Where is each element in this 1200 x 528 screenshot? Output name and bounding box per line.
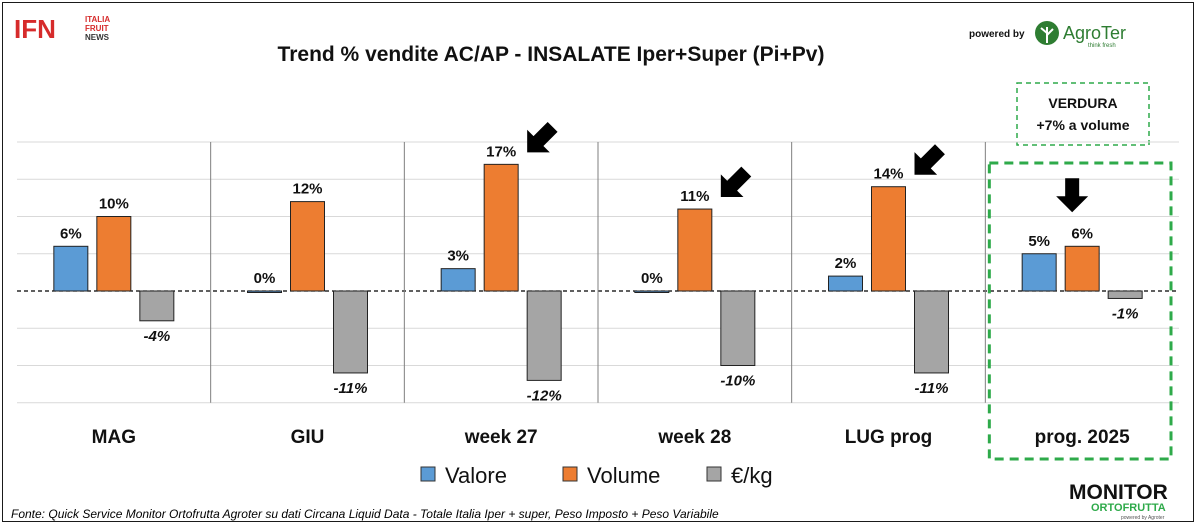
ifn-logo-mark: IFN (14, 14, 56, 44)
source-footnote: Fonte: Quick Service Monitor Ortofrutta … (11, 507, 719, 521)
bar-volume (677, 208, 713, 292)
bar-volume (1064, 245, 1100, 292)
bar-volume (483, 163, 519, 292)
category-label: prog. 2025 (1035, 427, 1130, 448)
legend-label: Volume (587, 463, 660, 488)
callout-box: VERDURA +7% a volume (1016, 82, 1150, 146)
category-label: MAG (92, 427, 136, 448)
legend-label: Valore (445, 463, 507, 488)
monitor-logo-line1: MONITOR (1069, 481, 1168, 504)
ifn-logo: IFN ITALIA FRUIT NEWS (13, 14, 110, 44)
data-label: 17% (486, 143, 516, 160)
bar--kg (139, 290, 175, 322)
bar--kg (526, 290, 562, 381)
bar-valore (440, 268, 476, 292)
data-label: -1% (1112, 305, 1139, 322)
arrow-icon (720, 166, 752, 198)
data-label: 5% (1028, 233, 1050, 250)
data-label: 3% (447, 248, 469, 265)
monitor-ortofrutta-logo: MONITOR ORTOFRUTTA powered by Agroter (1069, 481, 1168, 521)
legend: Valore Volume €/kg (420, 463, 773, 488)
monitor-logo-line3: powered by Agroter (1121, 515, 1165, 521)
bar-volume (290, 201, 325, 292)
bar--kg (914, 290, 949, 374)
category-separators (210, 142, 986, 403)
data-label: -11% (915, 380, 949, 397)
data-label: -12% (527, 387, 562, 404)
data-label: 6% (1071, 225, 1093, 242)
bar--kg (333, 290, 368, 374)
highlight-box (987, 161, 1173, 461)
arrow-icon (527, 121, 558, 153)
bar--kg (720, 290, 756, 366)
bar-valore (1021, 253, 1057, 292)
category-label: LUG prog (845, 427, 933, 448)
data-label: 12% (292, 181, 322, 198)
bar--kg (1107, 290, 1143, 299)
legend-swatch (562, 466, 578, 482)
bar-valore (53, 245, 89, 292)
arrows (527, 121, 1089, 213)
agroter-name: AgroTer (1063, 23, 1126, 43)
powered-by-label: powered by (969, 29, 1025, 40)
chart: IFN ITALIA FRUIT NEWS Trend % vendite AC… (13, 14, 1179, 521)
chart-frame: IFN ITALIA FRUIT NEWS Trend % vendite AC… (2, 2, 1194, 522)
callout-line2: +7% a volume (1037, 117, 1130, 133)
highlight-rect (987, 161, 1173, 461)
ifn-logo-line2: FRUIT (85, 24, 109, 33)
ifn-logo-line3: NEWS (85, 33, 110, 42)
bar-volume (871, 186, 906, 292)
arrow-icon (1056, 178, 1089, 213)
data-label: -10% (720, 373, 755, 390)
category-label: GIU (291, 427, 325, 448)
bar-valore (828, 275, 863, 292)
chart-title: Trend % vendite AC/AP - INSALATE Iper+Su… (278, 43, 825, 66)
data-label: 11% (680, 188, 709, 205)
data-labels: 6% 10% -4% 0% 12% -11% 3% 17% -12% 0% 11% -10% 2% 14%… (60, 143, 1139, 404)
data-label: 2% (835, 255, 857, 272)
data-label: -4% (143, 328, 170, 345)
arrow-icon (914, 144, 945, 175)
ifn-logo-line1: ITALIA (85, 15, 110, 24)
bar-valore (634, 290, 670, 293)
legend-swatch (706, 466, 722, 482)
data-label: 10% (99, 196, 129, 213)
category-label: week 27 (464, 427, 538, 448)
callout-line1: VERDURA (1048, 95, 1117, 111)
agroter-tagline: think fresh (1088, 43, 1116, 49)
monitor-logo-line2: ORTOFRUTTA (1091, 502, 1166, 514)
data-label: 14% (873, 166, 903, 183)
legend-label: €/kg (731, 463, 773, 488)
data-label: 0% (254, 270, 276, 287)
category-label: week 28 (657, 427, 731, 448)
bar-valore (247, 290, 282, 293)
data-label: 0% (641, 270, 663, 287)
category-labels: MAG GIU week 27 week 28 LUG prog prog. 2025 (92, 427, 1130, 448)
agroter-logo: AgroTer think fresh (1035, 21, 1126, 49)
legend-swatch (420, 466, 436, 482)
data-label: 6% (60, 225, 82, 242)
bars (53, 163, 1143, 381)
data-label: -11% (334, 380, 368, 397)
bar-volume (96, 216, 132, 292)
